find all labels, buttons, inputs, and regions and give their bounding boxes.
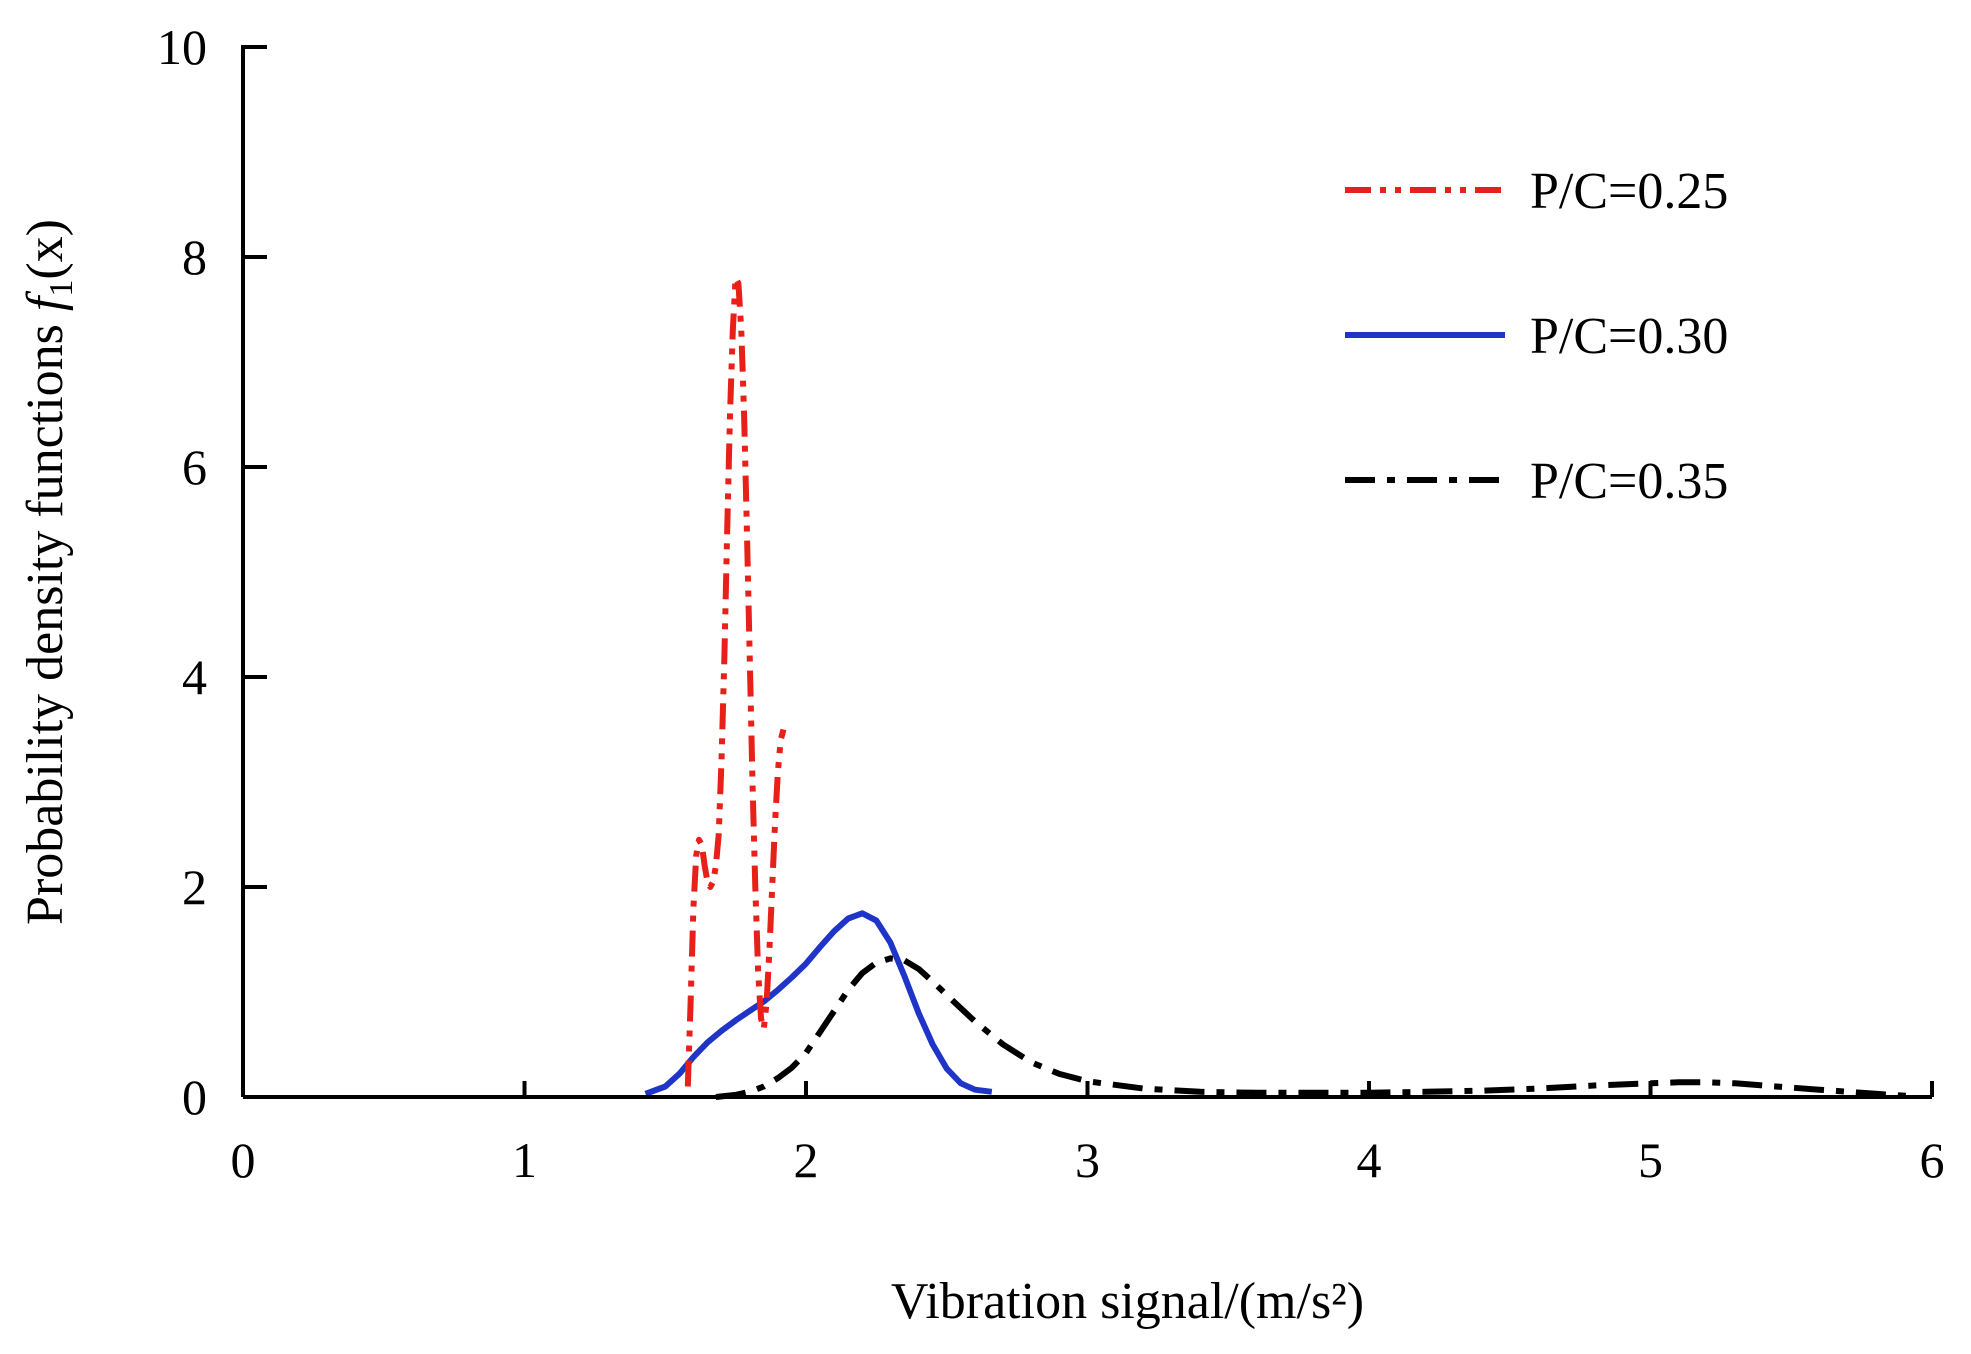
x-axis-title: Vibration signal/(m/s²) — [891, 1273, 1364, 1330]
series-line-3 — [715, 955, 1910, 1100]
legend-label-1: P/C=0.25 — [1530, 163, 1728, 220]
legend-label-2: P/C=0.30 — [1530, 308, 1728, 365]
x-tick-label: 3 — [1075, 1132, 1100, 1188]
y-tick-label: 0 — [182, 1069, 207, 1125]
x-tick-label: 1 — [512, 1132, 537, 1188]
y-tick-label: 4 — [182, 649, 207, 705]
plot-series-group — [644, 275, 1910, 1100]
x-tick-label: 4 — [1357, 1132, 1382, 1188]
y-axis-title-prefix: Probability density functions — [17, 311, 74, 925]
y-tick-label: 2 — [182, 859, 207, 915]
y-axis-title-subscript: 1 — [43, 280, 80, 297]
y-axis-title: Probability density functions f1(x) — [17, 219, 80, 925]
series-line-1 — [684, 275, 787, 1087]
x-tick-label: 6 — [1920, 1132, 1945, 1188]
legend: P/C=0.25 P/C=0.30 P/C=0.35 — [1345, 163, 1728, 510]
y-tick-label: 6 — [182, 439, 207, 495]
x-tick-label: 2 — [794, 1132, 819, 1188]
y-tick-label: 10 — [157, 19, 207, 75]
legend-label-3: P/C=0.35 — [1530, 453, 1728, 510]
x-tick-label: 0 — [231, 1132, 256, 1188]
ticks-group: 0 1 2 3 4 5 6 0 2 4 6 8 10 — [157, 19, 1945, 1188]
x-tick-label: 5 — [1638, 1132, 1663, 1188]
y-axis-title-suffix: (x) — [17, 219, 74, 280]
y-tick-label: 8 — [182, 229, 207, 285]
series-line-2 — [644, 910, 993, 1097]
